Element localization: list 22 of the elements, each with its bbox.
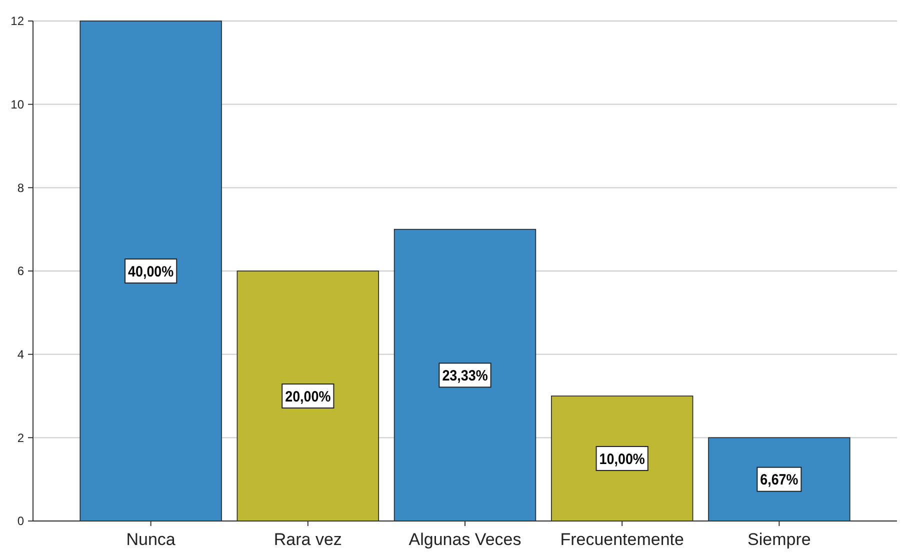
bar: [236, 270, 379, 522]
bar: [708, 437, 850, 522]
annotation: 20,00%: [285, 388, 336, 406]
y-tick-label: 12: [10, 14, 24, 28]
x-tick-label: Rara vez: [274, 530, 342, 549]
y-tick-label: 6: [17, 264, 24, 278]
x-tick-label: Siempre: [748, 530, 811, 549]
x-tick-label: Algunas Veces: [408, 530, 522, 549]
bar: [394, 228, 536, 522]
y-tick-label: 0: [17, 514, 24, 528]
bar: [551, 396, 694, 522]
x-tick-label: Frecuentemente: [560, 530, 684, 549]
annotation: 40,00%: [128, 263, 179, 280]
annotation: 23,33%: [442, 367, 494, 384]
bar: [80, 20, 222, 522]
annotation: 10,00%: [599, 450, 650, 468]
y-tick-label: 10: [10, 98, 24, 112]
y-tick-label: 2: [17, 430, 24, 445]
y-tick-label: 4: [17, 348, 24, 362]
x-tick-label: Nunca: [126, 530, 176, 549]
y-tick-label: 8: [17, 180, 24, 195]
annotation: 6,67%: [760, 472, 803, 489]
